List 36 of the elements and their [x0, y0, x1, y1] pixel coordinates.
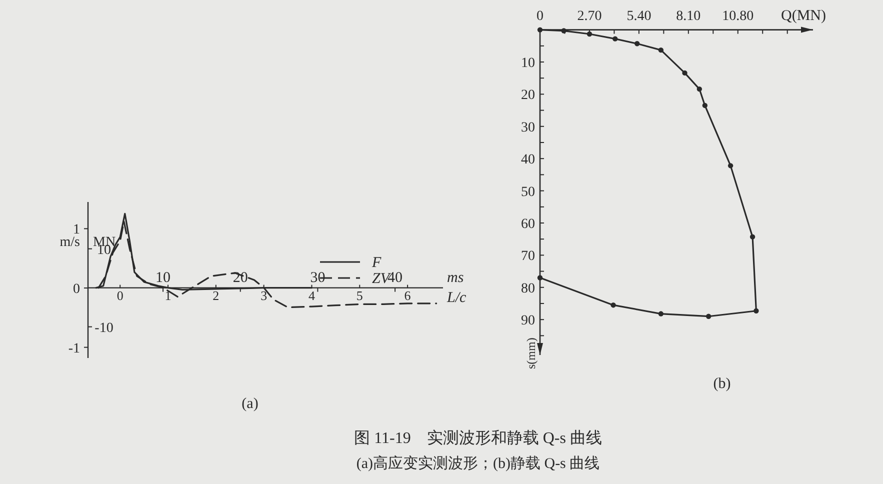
x-tick-label: 4 [308, 288, 316, 303]
x-tick-label: 3 [260, 288, 268, 303]
y-tick-label: 50 [521, 184, 535, 200]
y2-tick-label: 1 [73, 222, 80, 238]
x-tick-label: 5.40 [626, 8, 652, 24]
x-tick-label: 2.70 [577, 8, 602, 24]
y-axis-title: s(mm) [524, 338, 538, 369]
x-tick-label: 10.80 [722, 8, 754, 24]
text: (a) [242, 396, 258, 412]
y-tick-label: 20 [521, 88, 535, 104]
x-tick-label: 2 [212, 288, 220, 303]
x-axis-title: L/c [446, 290, 467, 306]
x-tick-label: 0 [116, 288, 124, 303]
x-tick-label: 8.10 [676, 8, 701, 24]
y-tick-label: 30 [521, 120, 535, 136]
x-tick-label: 1 [164, 288, 172, 303]
x2-axis-title: ms [447, 270, 464, 286]
y-tick-label: 40 [521, 152, 535, 168]
legend-label: F [371, 255, 382, 271]
text: (a)高应变实测波形；(b)静载 Q-s 曲线 [356, 455, 600, 472]
y2-axis-title: m/s [60, 235, 80, 250]
y-tick-label: 10 [521, 56, 535, 71]
y-tick-label: 80 [521, 281, 535, 296]
x-tick-label: 5 [356, 288, 363, 303]
text: 图 11-19 实测波形和静载 Q-s 曲线 [354, 429, 602, 447]
y-tick-label: 60 [521, 216, 535, 232]
x-axis-title: Q(MN) [781, 8, 826, 24]
x2-tick-label: 10 [156, 270, 171, 286]
x2-tick-label: 30 [310, 270, 326, 286]
y2-tick-label: -1 [68, 341, 80, 356]
y-tick-label: 90 [521, 314, 535, 329]
y-tick-label: -10 [94, 320, 114, 336]
y-tick-label: 70 [521, 249, 535, 264]
text: (b) [713, 376, 731, 392]
x-tick-label: 0 [536, 8, 544, 24]
x-tick-label: 6 [404, 288, 412, 303]
